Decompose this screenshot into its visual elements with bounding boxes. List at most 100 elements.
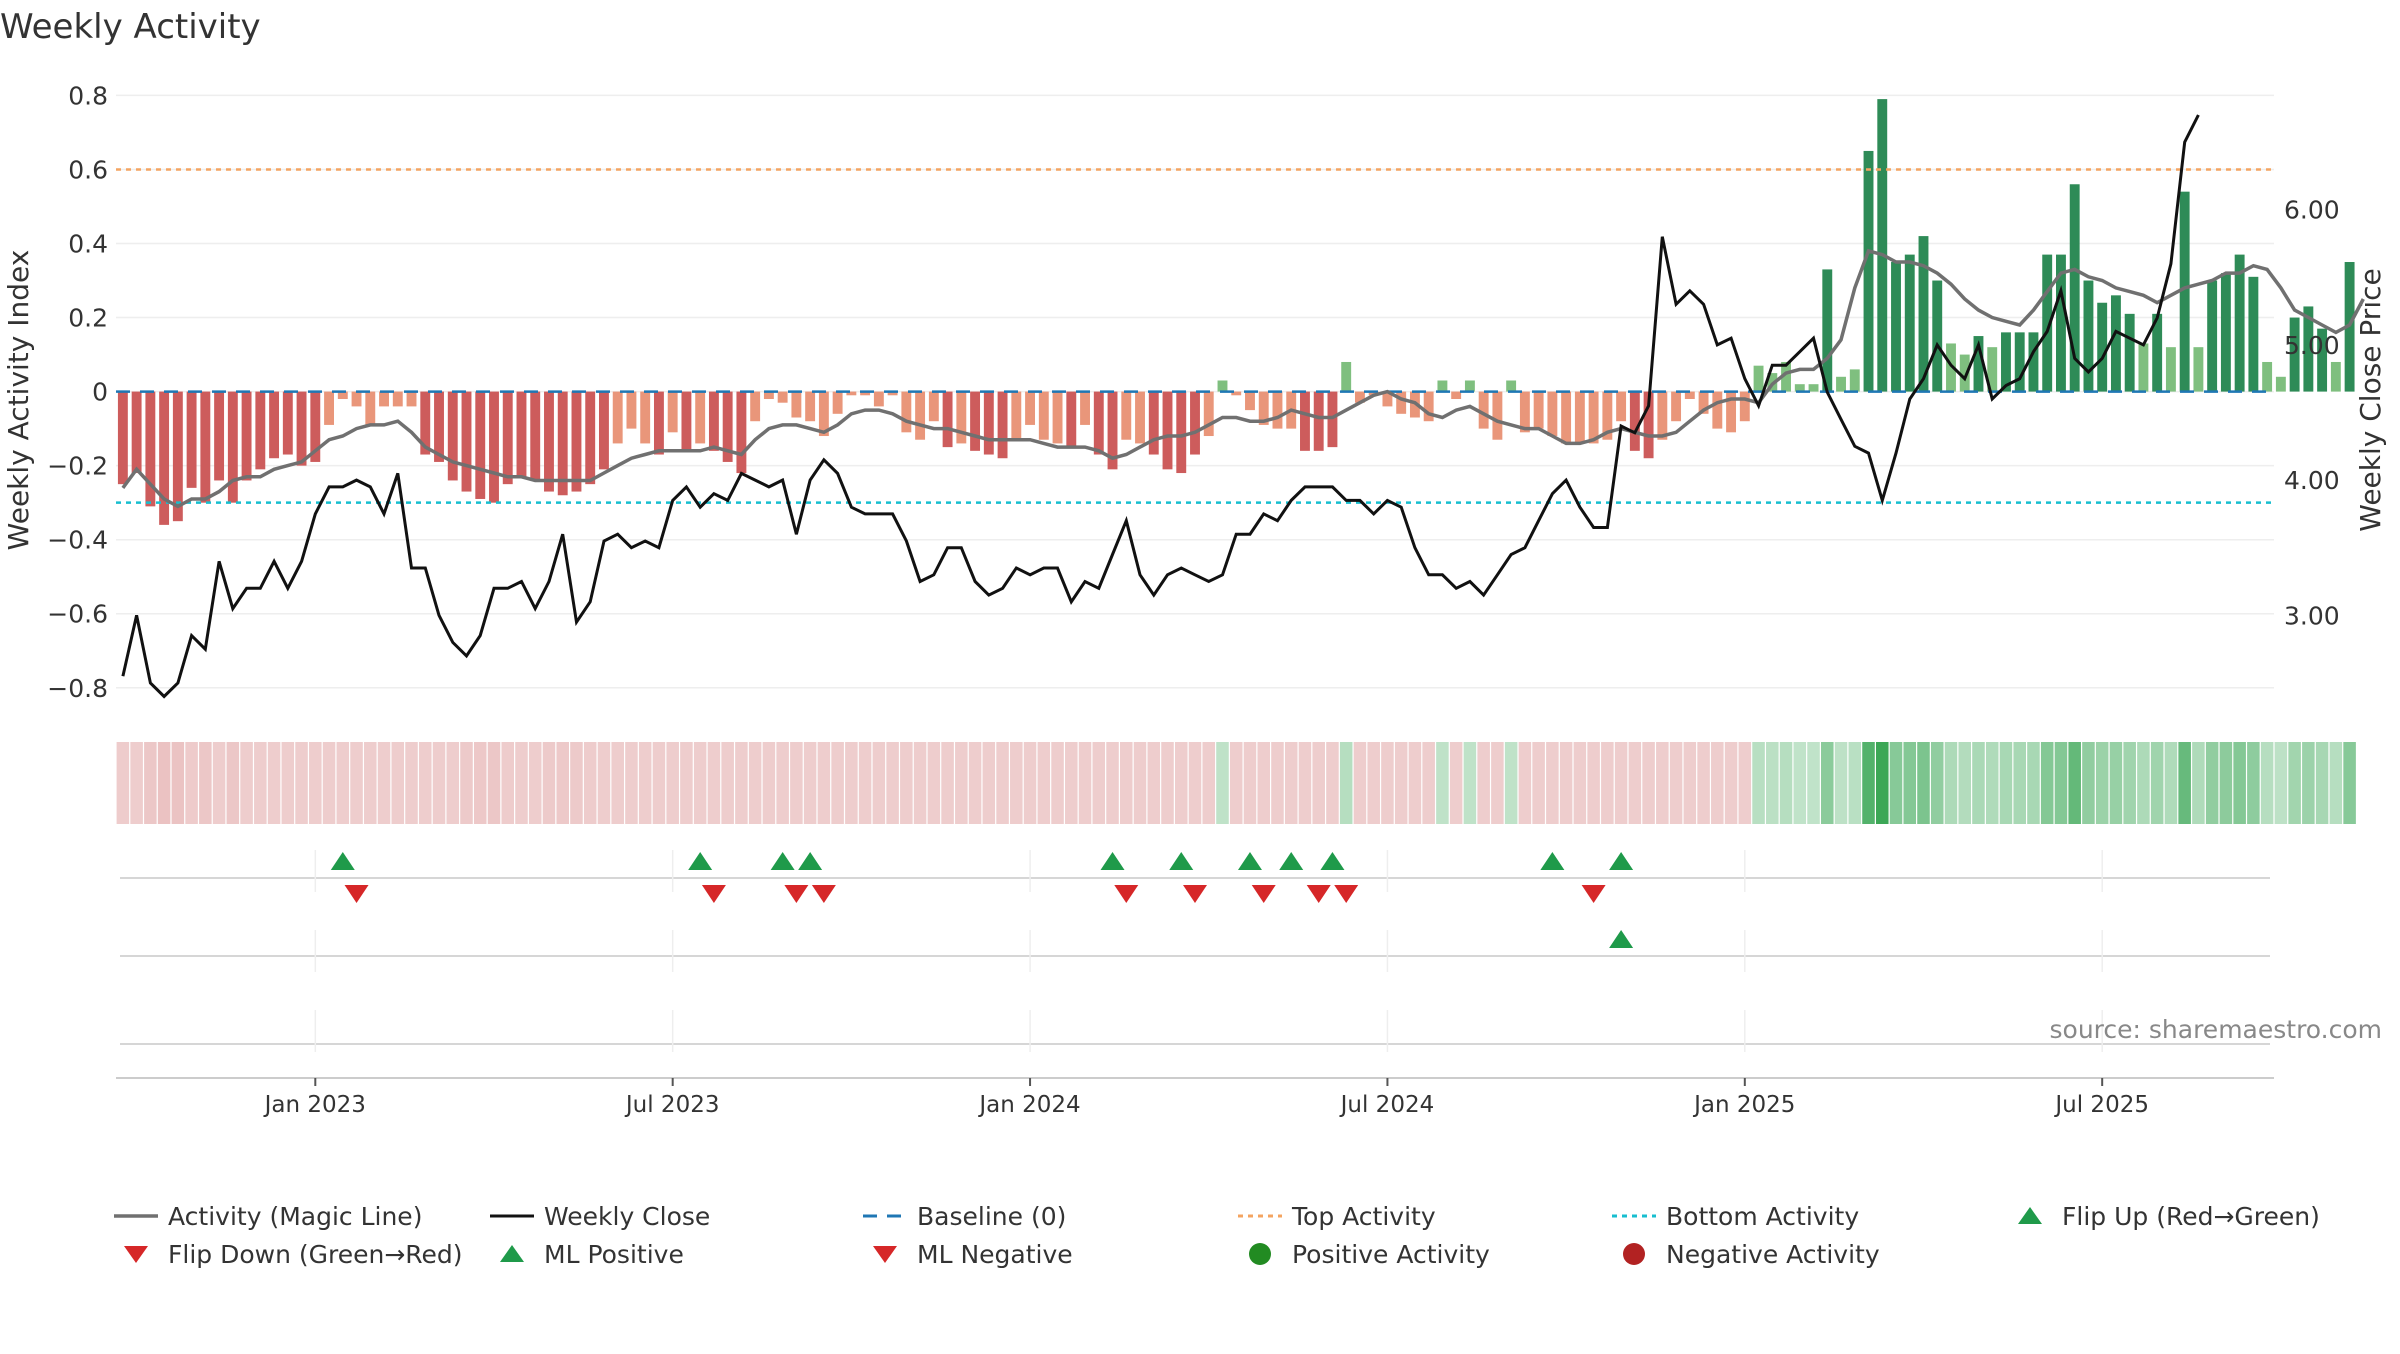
heat-cell <box>1532 742 1545 824</box>
magic-line-series <box>121 248 2365 509</box>
heat-cell <box>2027 742 2040 824</box>
activity-bar <box>131 391 142 474</box>
activity-bar <box>1849 369 1860 392</box>
grid-lines <box>116 94 2274 689</box>
legend-label: Flip Up (Red→Green) <box>2062 1202 2320 1231</box>
activity-bar <box>1464 380 1475 392</box>
heat-cell <box>254 742 267 824</box>
flip-down-marker <box>811 885 836 903</box>
activity-bar <box>915 391 926 440</box>
heat-cell <box>996 742 1009 824</box>
legend-item-mlneg: ML Negative <box>873 1240 1073 1269</box>
flip-down-marker <box>1183 885 1207 903</box>
heat-cell <box>941 742 954 824</box>
activity-bar <box>214 391 225 481</box>
heat-cell <box>1491 742 1504 824</box>
activity-bar <box>750 391 761 422</box>
activity-bars <box>117 99 2355 525</box>
activity-bar <box>1478 391 1489 429</box>
activity-bar <box>557 391 568 496</box>
heat-cell <box>2095 742 2109 824</box>
heat-cell <box>130 742 143 824</box>
activity-bar <box>1519 391 1530 433</box>
activity-bar <box>1946 343 1956 392</box>
activity-bar <box>1231 391 1242 396</box>
activity-bar <box>159 391 170 525</box>
heat-cell <box>2040 742 2054 824</box>
flip-up-marker <box>1100 852 1125 870</box>
activity-bar <box>2014 332 2025 392</box>
heat-cell <box>693 742 707 824</box>
activity-bar <box>653 391 664 455</box>
activity-bar <box>1932 280 1943 392</box>
heat-cell <box>1367 742 1380 824</box>
activity-bar <box>887 391 898 396</box>
activity-bar <box>2042 254 2053 392</box>
heat-cell <box>309 742 322 824</box>
activity-bar <box>983 391 994 455</box>
legend-item-mlpos: ML Positive <box>500 1240 684 1269</box>
activity-bar <box>1135 391 1145 444</box>
heat-cell <box>473 742 487 824</box>
activity-bar <box>310 391 321 462</box>
y2-axis-ticks: 6.00 5.00 4.00 3.00 <box>2284 196 2340 631</box>
activity-bar <box>1891 262 1901 392</box>
activity-bar <box>475 391 486 499</box>
signal-markers <box>120 850 2270 1052</box>
activity-bar <box>695 391 706 444</box>
activity-bar <box>818 391 829 437</box>
activity-bar <box>1093 391 1104 455</box>
y-tick-label: −0.6 <box>47 600 108 629</box>
activity-bar <box>2001 332 2011 392</box>
x-tick-label: Jan 2024 <box>977 1092 1080 1118</box>
heat-cell <box>1683 742 1697 824</box>
activity-bar <box>2097 302 2108 392</box>
activity-bar <box>2069 184 2080 392</box>
heat-cell <box>1449 742 1463 824</box>
heat-cell <box>2178 742 2191 824</box>
activity-bar <box>1327 391 1338 448</box>
heat-cell <box>1422 742 1435 824</box>
heat-cell <box>652 742 666 824</box>
activity-bar <box>1052 391 1063 444</box>
activity-bar <box>1300 391 1310 451</box>
activity-bar <box>489 391 499 503</box>
heat-cell <box>2109 742 2123 824</box>
heat-cell <box>2013 742 2026 824</box>
heat-cell <box>1559 742 1573 824</box>
legend-item-negact: Negative Activity <box>1623 1240 1880 1269</box>
flip-up-marker <box>1540 852 1565 870</box>
activity-bar <box>2138 343 2149 392</box>
y-tick-label: 0.8 <box>68 81 108 110</box>
activity-bar <box>1712 391 1723 429</box>
activity-bar <box>241 391 252 481</box>
heat-cell <box>1106 742 1119 824</box>
activity-bar <box>296 391 307 466</box>
heat-cell <box>721 742 734 824</box>
flip-up-marker <box>688 852 713 870</box>
heat-cell <box>1656 742 1669 824</box>
legend-label: Bottom Activity <box>1666 1202 1859 1231</box>
activity-bar <box>1190 391 1200 455</box>
heat-cell <box>1298 742 1312 824</box>
legend-item-close: Weekly Close <box>490 1202 710 1231</box>
activity-bar <box>2083 280 2094 392</box>
heat-cell <box>2302 742 2315 824</box>
heat-cell <box>1903 742 1917 824</box>
heat-cell <box>1875 742 1889 824</box>
activity-bar <box>846 391 857 396</box>
heat-cell <box>735 742 748 824</box>
activity-bar <box>2179 191 2190 392</box>
heat-cell <box>1614 742 1628 824</box>
activity-bar <box>1629 391 1640 451</box>
activity-bar <box>544 391 554 492</box>
heat-cell <box>1999 742 2013 824</box>
heat-cell <box>1271 742 1284 824</box>
heat-cell <box>487 742 501 824</box>
legend-item-bottom: Bottom Activity <box>1612 1202 1859 1231</box>
heat-cell <box>1587 742 1600 824</box>
activity-bar <box>434 391 444 462</box>
heat-cell <box>2260 742 2274 824</box>
heat-cell <box>528 742 542 824</box>
